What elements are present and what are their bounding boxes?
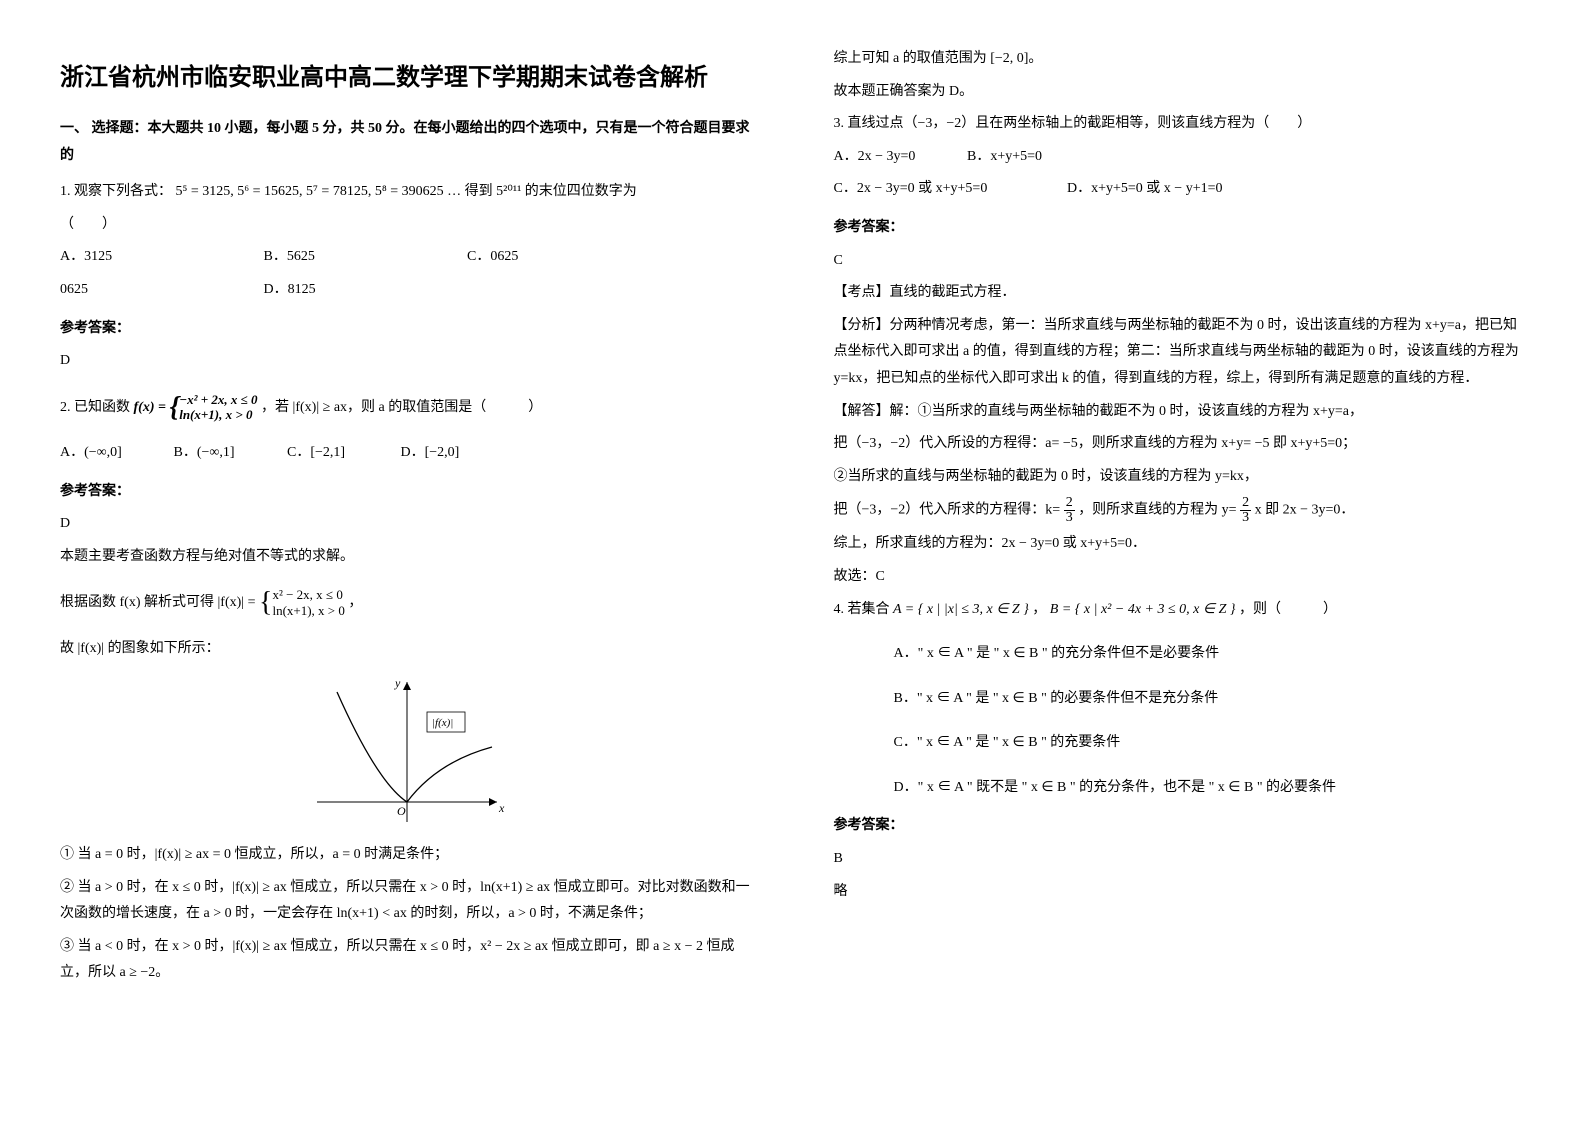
q3-opt-d: D．x+y+5=0 或 x − y+1=0 — [1067, 181, 1222, 196]
q4-set-a: A = { x | |x| ≤ 3, x ∈ Z } — [893, 602, 1029, 617]
q4-mid2: ，则（ ） — [1239, 602, 1337, 617]
q4-ans-head: 参考答案： — [834, 813, 1528, 840]
q3-exp-jd4-suffix: x 即 2x − 3y=0． — [1255, 503, 1355, 518]
svg-text:y: y — [394, 676, 401, 690]
q1-ans-head: 参考答案： — [60, 316, 754, 343]
q2-options: A．(−∞,0] B．(−∞,1] C．[−2,1] D．[−2,0] — [60, 440, 754, 467]
page: 浙江省杭州市临安职业高中高二数学理下学期期末试卷含解析 一、 选择题：本大题共 … — [60, 40, 1527, 993]
q1-options-row2: 0625 D．8125 — [60, 277, 754, 304]
q2-exp6: ③ 当 a < 0 时，在 x > 0 时，|f(x)| ≥ ax 恒成立，所以… — [60, 934, 754, 987]
q3-opt-a: A．2x − 3y=0 — [834, 144, 964, 171]
q3-exp-fx: 【分析】分两种情况考虑，第一：当所求直线与两坐标轴的截距不为 0 时，设出该直线… — [834, 313, 1528, 393]
q3-exp-jd5: 综上，所求直线的方程为：2x − 3y=0 或 x+y+5=0． — [834, 531, 1528, 558]
q3-exp-jd4-mid: ，则所求直线的方程为 y= — [1078, 503, 1240, 518]
q3-exp-jd1: 【解答】解：①当所求的直线与两坐标轴的截距不为 0 时，设该直线的方程为 x+y… — [834, 399, 1528, 426]
q1-opt-b: B．5625 — [264, 244, 464, 271]
q4-opt-a: A．" x ∈ A " 是 " x ∈ B " 的充分条件但不是必要条件 — [834, 641, 1528, 668]
q3-frac-2: 23 — [1240, 496, 1251, 525]
q1-paren: （ ） — [60, 212, 754, 239]
q2-fn: f(x) = {−x² + 2x, x ≤ 0ln(x+1), x > 0 — [134, 400, 262, 415]
doc-title: 浙江省杭州市临安职业高中高二数学理下学期期末试卷含解析 — [60, 60, 754, 96]
q2-stem-prefix: 2. 已知函数 — [60, 400, 134, 415]
q1-opt-c: C．0625 — [467, 249, 518, 264]
q2-exp8: 故本题正确答案为 D。 — [834, 79, 1528, 106]
q2-opt-c: C．[−2,1] — [287, 440, 397, 467]
q2-opt-d: D．[−2,0] — [401, 445, 460, 460]
left-column: 浙江省杭州市临安职业高中高二数学理下学期期末试卷含解析 一、 选择题：本大题共 … — [60, 40, 754, 993]
q2-exp3: 故 |f(x)| 的图象如下所示： — [60, 636, 754, 663]
q4-ans: B — [834, 846, 1528, 873]
q1-opt-c2: 0625 — [60, 277, 260, 304]
q2-opt-b: B．(−∞,1] — [174, 440, 284, 467]
q4-opt-c: C．" x ∈ A " 是 " x ∈ B " 的充要条件 — [834, 730, 1528, 757]
q3-ans: C — [834, 248, 1528, 275]
q3-opt-c: C．2x − 3y=0 或 x+y+5=0 — [834, 176, 1064, 203]
q1-opt-d: D．8125 — [264, 282, 316, 297]
q1-ans: D — [60, 348, 754, 375]
q1-options-row1: A．3125 B．5625 C．0625 — [60, 244, 754, 271]
q2-exp2: 根据函数 f(x) 解析式可得 |f(x)| = {x² − 2x, x ≤ 0… — [60, 576, 754, 629]
q2-ans-head: 参考答案： — [60, 479, 754, 506]
q2-graph: x y O |f(x)| — [307, 672, 507, 832]
q2-ans: D — [60, 511, 754, 538]
svg-text:|f(x)|: |f(x)| — [432, 717, 453, 729]
q2-exp7: 综上可知 a 的取值范围为 [−2, 0]。 — [834, 46, 1528, 73]
svg-text:O: O — [397, 804, 406, 818]
section-1-heading: 一、 选择题：本大题共 10 小题，每小题 5 分，共 50 分。在每小题给出的… — [60, 116, 754, 169]
q3-stem: 3. 直线过点（−3，−2）且在两坐标轴上的截距相等，则该直线方程为（ ） — [834, 111, 1528, 138]
q2-exp1: 本题主要考查函数方程与绝对值不等式的求解。 — [60, 544, 754, 571]
q3-exp-jd6: 故选：C — [834, 564, 1528, 591]
q3-frac-1: 23 — [1064, 496, 1075, 525]
q3-exp-jd3: ②当所求的直线与两坐标轴的截距为 0 时，设该直线的方程为 y=kx， — [834, 464, 1528, 491]
svg-text:x: x — [498, 801, 505, 815]
q1-stem-prefix: 1. 观察下列各式： — [60, 184, 172, 199]
q2-exp2-prefix: 根据函数 f(x) 解析式可得 — [60, 595, 218, 610]
q2-mid: ，若 |f(x)| ≥ ax，则 a 的取值范围是（ ） — [261, 400, 542, 415]
q3-exp-jd4: 把（−3，−2）代入所求的方程得：k= 23 ，则所求直线的方程为 y= 23 … — [834, 496, 1528, 525]
q1-expr: 5⁵ = 3125, 5⁶ = 15625, 5⁷ = 78125, 5⁸ = … — [176, 184, 637, 199]
q3-exp-kd: 【考点】直线的截距式方程． — [834, 280, 1528, 307]
q4-set-b: B = { x | x² − 4x + 3 ≤ 0, x ∈ Z } — [1050, 602, 1236, 617]
q4-mid1: ， — [1032, 602, 1046, 617]
q3-opt-b: B．x+y+5=0 — [967, 149, 1042, 164]
q3-options-row2: C．2x − 3y=0 或 x+y+5=0 D．x+y+5=0 或 x − y+… — [834, 176, 1528, 203]
q4-stem: 4. 若集合 A = { x | |x| ≤ 3, x ∈ Z } ， B = … — [834, 597, 1528, 624]
q2-exp4: ① 当 a = 0 时，|f(x)| ≥ ax = 0 恒成立，所以，a = 0… — [60, 842, 754, 869]
q2-stem: 2. 已知函数 f(x) = {−x² + 2x, x ≤ 0ln(x+1), … — [60, 381, 754, 434]
q4-stem-prefix: 4. 若集合 — [834, 602, 894, 617]
q4-opt-d: D．" x ∈ A " 既不是 " x ∈ B " 的充分条件，也不是 " x … — [834, 775, 1528, 802]
q2-opt-a: A．(−∞,0] — [60, 440, 170, 467]
q3-ans-head: 参考答案： — [834, 215, 1528, 242]
q3-exp-jd4-prefix: 把（−3，−2）代入所求的方程得：k= — [834, 503, 1064, 518]
q1-opt-a: A．3125 — [60, 244, 260, 271]
q2-exp2-suffix: ， — [348, 595, 362, 610]
q3-exp-jd2: 把（−3，−2）代入所设的方程得：a= −5，则所求直线的方程为 x+y= −5… — [834, 431, 1528, 458]
q4-exp: 略 — [834, 879, 1528, 906]
q1-stem: 1. 观察下列各式： 5⁵ = 3125, 5⁶ = 15625, 5⁷ = 7… — [60, 179, 754, 206]
q2-exp2-fn: |f(x)| = {x² − 2x, x ≤ 0ln(x+1), x > 0 — [218, 595, 349, 610]
q3-options-row1: A．2x − 3y=0 B．x+y+5=0 — [834, 144, 1528, 171]
right-column: 综上可知 a 的取值范围为 [−2, 0]。 故本题正确答案为 D。 3. 直线… — [834, 40, 1528, 993]
q4-opt-b: B．" x ∈ A " 是 " x ∈ B " 的必要条件但不是充分条件 — [834, 686, 1528, 713]
q2-exp5: ② 当 a > 0 时，在 x ≤ 0 时，|f(x)| ≥ ax 恒成立，所以… — [60, 875, 754, 928]
